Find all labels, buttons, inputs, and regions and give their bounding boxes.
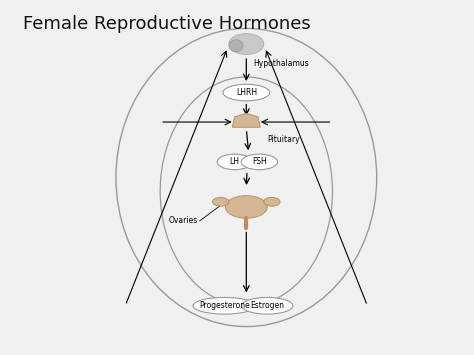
- Ellipse shape: [225, 196, 267, 218]
- Ellipse shape: [217, 154, 252, 170]
- Text: LH: LH: [230, 157, 240, 166]
- Ellipse shape: [264, 197, 280, 206]
- Text: Ovaries: Ovaries: [168, 216, 197, 225]
- Text: FSH: FSH: [252, 157, 267, 166]
- Text: Pituitary: Pituitary: [267, 135, 300, 144]
- Text: Hypothalamus: Hypothalamus: [253, 59, 309, 67]
- Text: LHRH: LHRH: [236, 88, 257, 97]
- Ellipse shape: [223, 84, 270, 101]
- Ellipse shape: [193, 297, 256, 314]
- Polygon shape: [232, 113, 260, 127]
- Text: Estrogen: Estrogen: [250, 301, 284, 310]
- Ellipse shape: [241, 154, 277, 170]
- Ellipse shape: [242, 297, 293, 314]
- Text: Progesterone: Progesterone: [199, 301, 250, 310]
- Text: Female Reproductive Hormones: Female Reproductive Hormones: [23, 15, 310, 33]
- Ellipse shape: [229, 34, 264, 54]
- Ellipse shape: [229, 40, 243, 52]
- Ellipse shape: [212, 197, 229, 206]
